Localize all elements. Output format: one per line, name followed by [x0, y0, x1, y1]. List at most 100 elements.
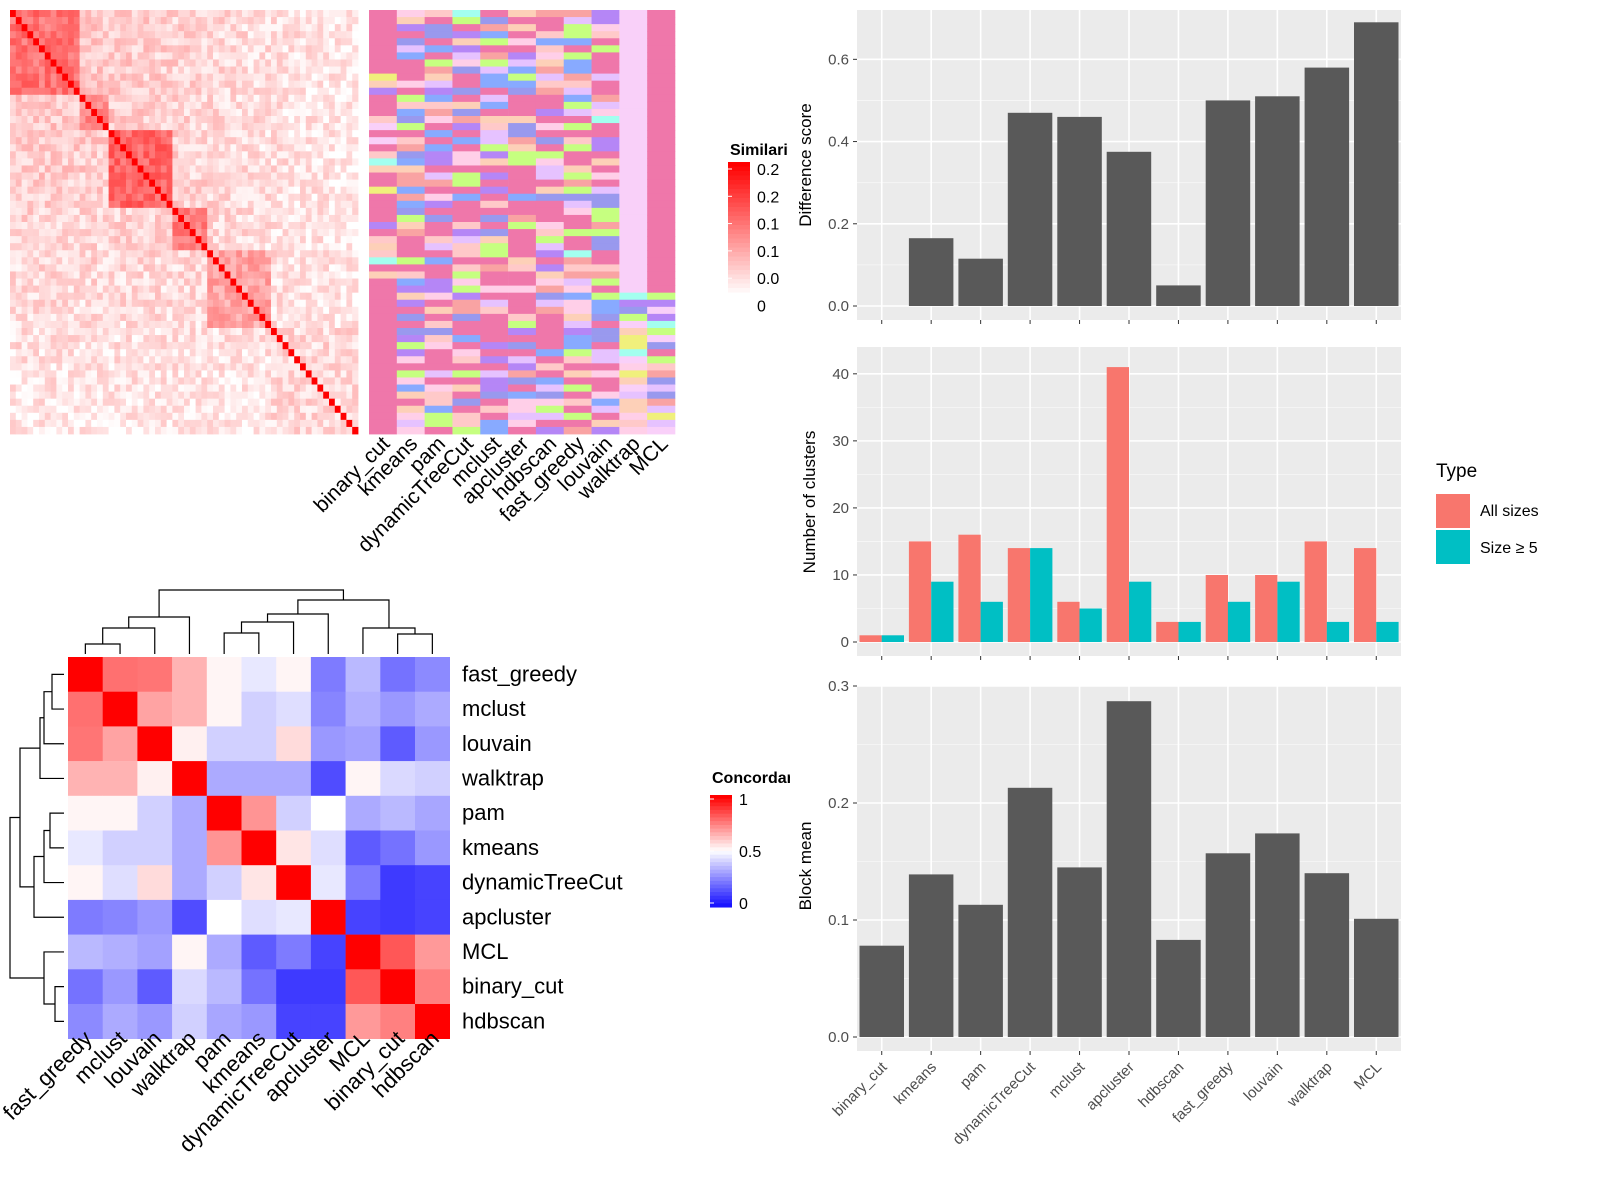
annotation-cell: [480, 200, 509, 209]
similarity-cell: [271, 123, 278, 131]
similarity-cell: [56, 186, 63, 195]
similarity-cell: [91, 94, 98, 103]
similarity-cell: [207, 116, 214, 124]
similarity-cell: [126, 80, 133, 89]
concordance-cell: [172, 726, 208, 762]
similarity-cell: [15, 186, 22, 195]
similarity-cell: [242, 87, 249, 96]
similarity-cell: [149, 179, 156, 188]
similarity-cell: [242, 193, 249, 202]
similarity-cell: [352, 356, 359, 364]
similarity-cell: [137, 151, 144, 159]
similarity-cell: [149, 349, 156, 357]
similarity-cell: [97, 426, 104, 435]
similarity-cell: [50, 222, 57, 230]
similarity-cell: [149, 271, 156, 279]
similarity-cell: [143, 80, 150, 89]
similarity-cell: [97, 31, 104, 39]
similarity-cell: [126, 250, 133, 258]
similarity-cell: [259, 328, 266, 336]
similarity-cell: [56, 17, 63, 25]
annotation-cell: [480, 370, 509, 378]
similarity-cell: [329, 356, 336, 364]
similarity-cell: [242, 299, 249, 308]
similarity-cell: [21, 172, 28, 180]
similarity-cell: [317, 377, 324, 385]
similarity-cell: [346, 45, 353, 53]
concordance-cell: [276, 726, 312, 762]
similarity-cell: [126, 94, 133, 103]
similarity-cell: [79, 186, 86, 195]
similarity-cell: [21, 229, 28, 237]
annotation-cell: [563, 271, 592, 279]
similarity-cell: [253, 250, 260, 258]
annotation-cell: [480, 384, 509, 392]
annotation-cell: [452, 299, 481, 308]
annotation-cell: [424, 45, 453, 53]
similarity-cell: [143, 222, 150, 230]
similarity-cell: [311, 292, 318, 301]
concordance-legend-gradient: [710, 858, 732, 863]
annotation-cell: [619, 412, 648, 421]
similarity-cell: [143, 31, 150, 39]
similarity-cell: [21, 363, 28, 371]
similarity-cell: [21, 426, 28, 435]
similarity-cell: [195, 391, 202, 400]
similarity-cell: [218, 349, 225, 357]
similarity-cell: [178, 426, 185, 435]
similarity-cell: [33, 328, 40, 336]
similarity-cell: [218, 123, 225, 131]
similarity-cell: [317, 229, 324, 237]
similarity-cell: [253, 101, 260, 110]
concordance-cell: [137, 761, 173, 797]
similarity-cell: [85, 137, 92, 145]
similarity-cell: [114, 377, 121, 385]
concordance-cell: [102, 1004, 138, 1039]
similarity-cell: [189, 320, 196, 329]
similarity-cell: [62, 278, 69, 286]
similarity-cell: [218, 108, 225, 117]
similarity-cell: [166, 151, 173, 159]
bar: [958, 534, 981, 642]
similarity-cell: [10, 271, 17, 279]
concordance-cell: [102, 761, 138, 797]
similarity-cell: [79, 257, 86, 265]
similarity-cell: [149, 24, 156, 32]
similarity-cell: [236, 130, 243, 138]
similarity-legend-gradient: [728, 270, 750, 275]
similarity-cell: [166, 391, 173, 400]
similarity-cell: [79, 38, 86, 46]
similarity-cell: [68, 73, 75, 82]
annotation-cell: [452, 123, 481, 131]
similarity-cell: [253, 179, 260, 188]
concordance-cell: [102, 726, 138, 762]
similarity-cell: [97, 398, 104, 407]
similarity-cell: [265, 419, 272, 428]
similarity-cell: [33, 200, 40, 209]
similarity-cell: [73, 229, 80, 237]
similarity-cell: [126, 377, 133, 385]
annotation-cell: [647, 45, 676, 53]
similarity-cell: [73, 214, 80, 223]
concordance-cell: [206, 899, 242, 935]
similarity-cell: [155, 59, 162, 67]
similarity-cell: [352, 59, 359, 67]
similarity-cell: [207, 66, 214, 74]
similarity-cell: [276, 66, 283, 74]
similarity-cell: [346, 356, 353, 364]
similarity-cell: [352, 299, 359, 308]
similarity-cell: [166, 66, 173, 74]
similarity-cell: [346, 116, 353, 124]
concordance-cell: [241, 761, 277, 797]
annotation-cell: [619, 31, 648, 39]
similarity-cell: [79, 66, 86, 74]
similarity-cell: [39, 116, 46, 124]
similarity-cell: [218, 377, 225, 385]
similarity-cell: [265, 116, 272, 124]
similarity-cell: [311, 257, 318, 265]
similarity-cell: [97, 306, 104, 315]
similarity-cell: [114, 144, 121, 152]
similarity-cell: [184, 87, 191, 96]
similarity-cell: [120, 320, 127, 329]
concordance-legend-gradient: [710, 843, 732, 848]
